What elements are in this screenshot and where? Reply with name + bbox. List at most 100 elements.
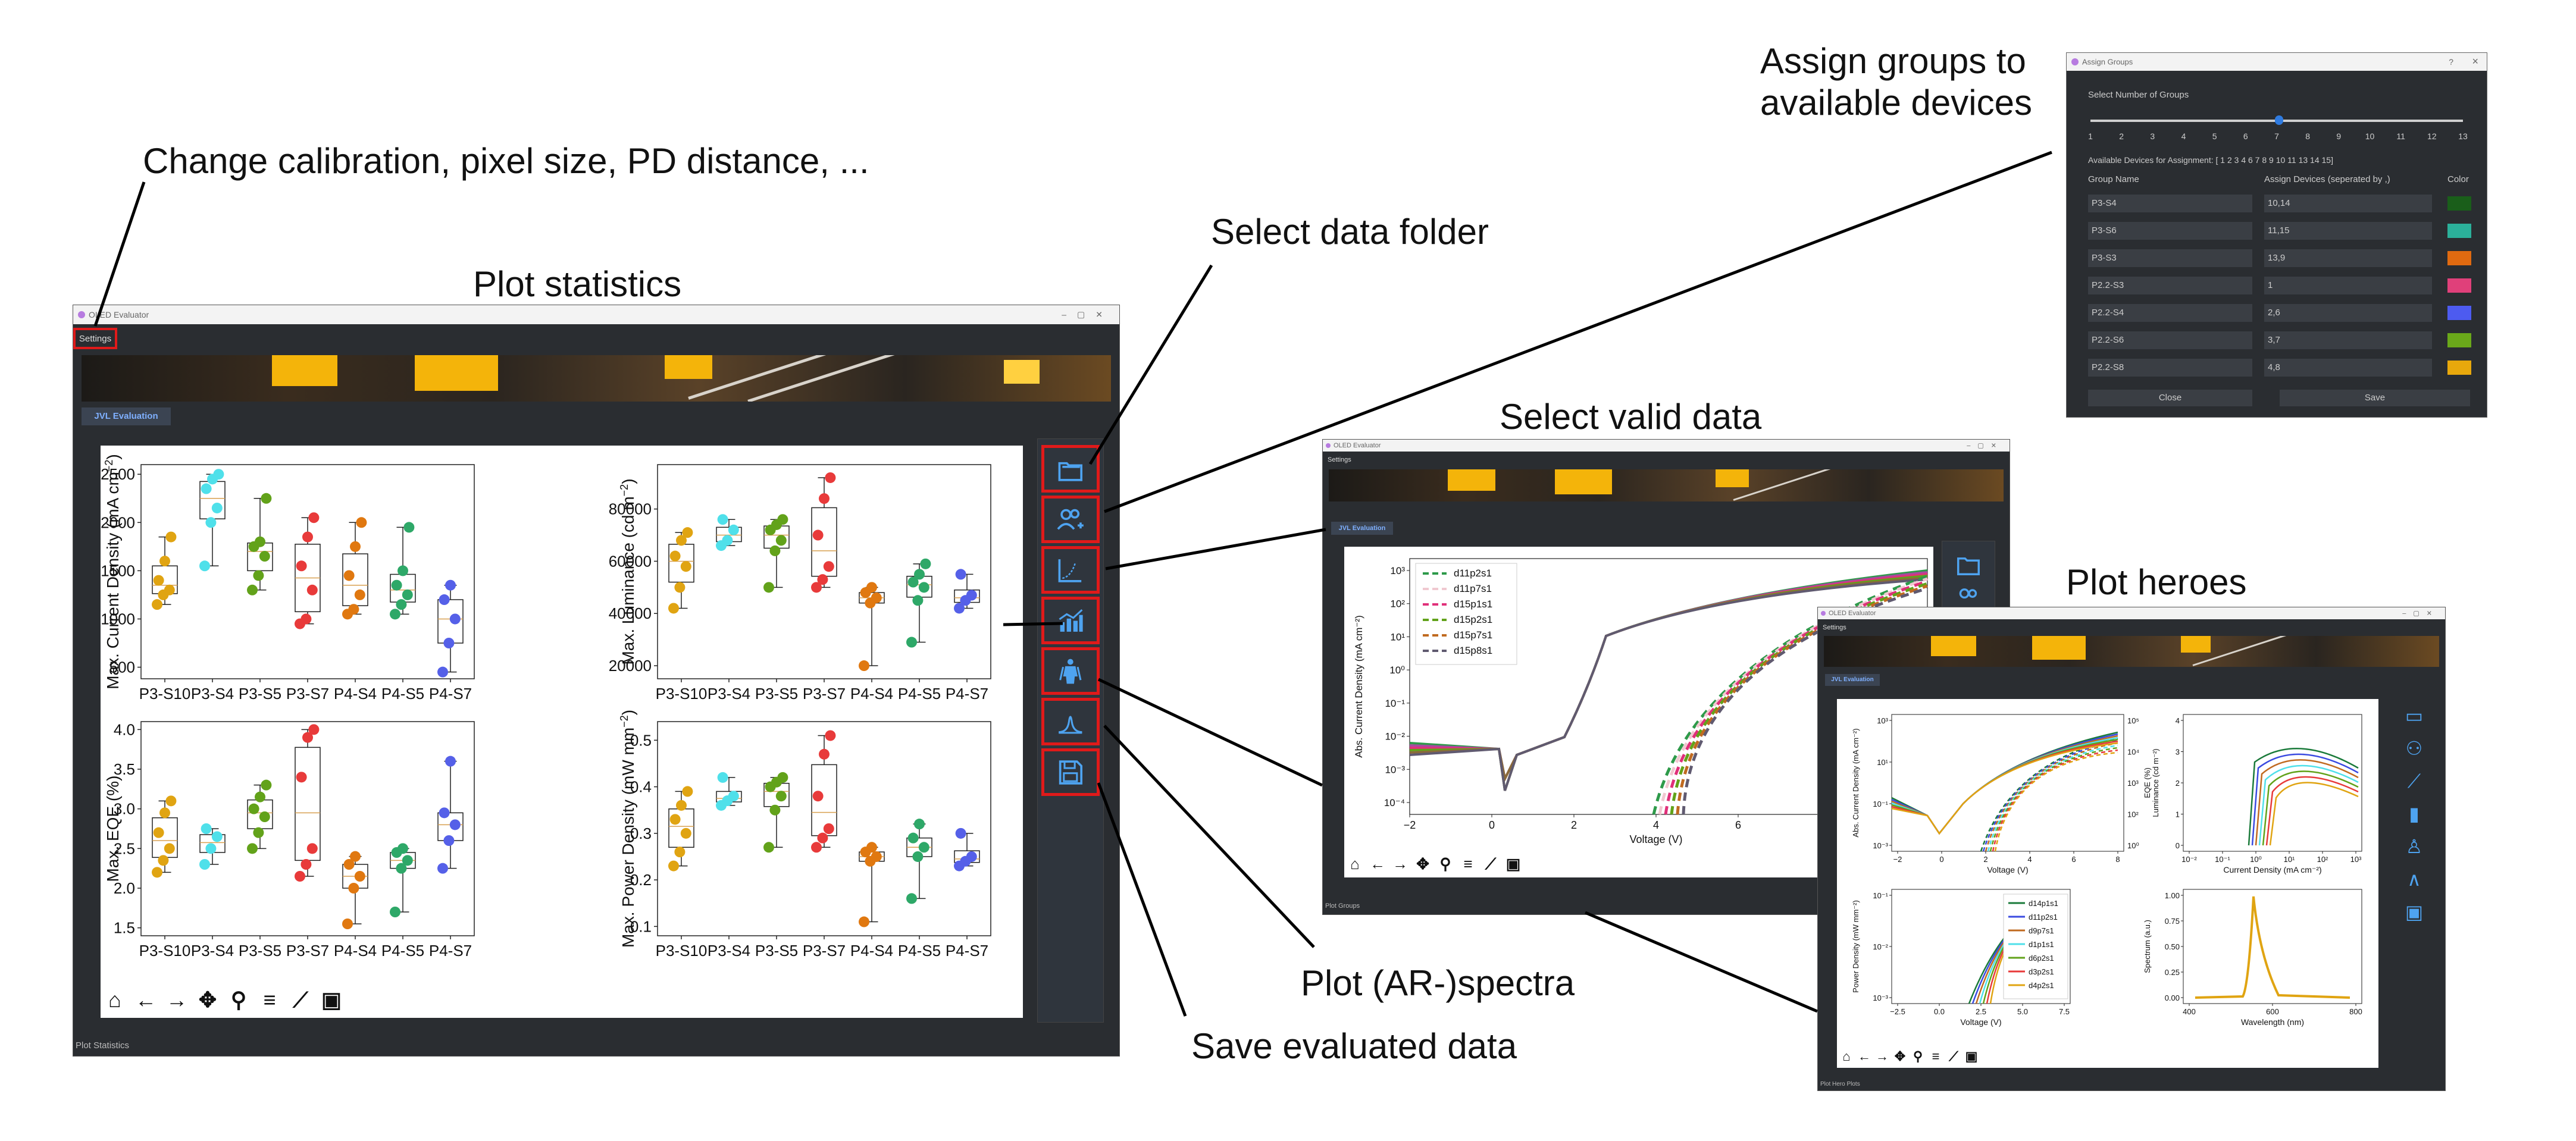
plot-statistics-button[interactable] (1041, 597, 1100, 644)
x-tick-label: 10⁰ (2250, 855, 2262, 864)
x-tick-label: −2 (1404, 819, 1416, 831)
group-name-input[interactable]: P3-S4 (2088, 195, 2252, 212)
assign-devices-input[interactable]: 13,9 (2264, 249, 2432, 267)
group-color-swatch[interactable] (2447, 278, 2471, 293)
plot-heroes-button[interactable] (1041, 647, 1100, 695)
jv-dashed-curve (1652, 575, 1928, 815)
assign-groups-button[interactable] (1041, 496, 1100, 543)
valid-window-controls[interactable]: –▢✕ (1967, 442, 2004, 450)
group-color-swatch[interactable] (2447, 306, 2471, 320)
valid-tab-jvl[interactable]: JVL Evaluation (1331, 522, 1393, 535)
valid-groups-button[interactable] (1951, 585, 1986, 606)
group-color-swatch[interactable] (2447, 196, 2471, 211)
group-name-input[interactable]: P3-S3 (2088, 249, 2252, 267)
plot-spectra-button[interactable] (1041, 698, 1100, 745)
x-tick-label: P4-S4 (850, 942, 893, 960)
x-tick-label: P3-S7 (286, 942, 329, 960)
home-icon[interactable]: ⌂ (108, 988, 121, 1012)
forward-icon[interactable]: → (166, 988, 187, 1012)
heroes-settings-menu[interactable]: Settings (1823, 624, 1846, 631)
folder-icon[interactable]: ▭ (2405, 705, 2424, 726)
zoom-icon[interactable]: ⚲ (1439, 855, 1451, 873)
save-groups-button[interactable]: Save (2280, 390, 2470, 406)
group-name-input[interactable]: P2.2-S8 (2088, 359, 2252, 377)
zoom-icon[interactable]: ⚲ (231, 988, 246, 1012)
forward-icon[interactable]: → (1876, 1049, 1889, 1064)
heroes-window-controls[interactable]: –▢✕ (2402, 610, 2439, 617)
pan-icon[interactable]: ✥ (1416, 855, 1429, 873)
spectrum-icon[interactable]: ∧ (2407, 869, 2421, 890)
group-add-icon[interactable]: ⚇ (2405, 738, 2423, 759)
heroes-tab-jvl[interactable]: JVL Evaluation (1825, 674, 1880, 686)
group-color-swatch[interactable] (2447, 251, 2471, 265)
group-color-swatch[interactable] (2447, 333, 2471, 347)
assign-devices-input[interactable]: 2,6 (2264, 304, 2432, 322)
assign-devices-input[interactable]: 10,14 (2264, 195, 2432, 212)
edit-axes-icon[interactable]: ⟋ (292, 988, 309, 1012)
save-data-button[interactable] (1041, 748, 1100, 796)
help-button[interactable]: ? (2449, 57, 2453, 67)
dialog-close-icon[interactable]: × (2472, 55, 2478, 67)
group-name-input[interactable]: P3-S6 (2088, 222, 2252, 240)
group-color-swatch[interactable] (2447, 224, 2471, 238)
data-point (153, 575, 164, 586)
bar-chart-icon[interactable]: ▮ (2409, 803, 2420, 825)
x-tick-label: 5.0 (2017, 1007, 2028, 1016)
annotation-plot-statistics: Plot statistics (473, 264, 682, 304)
settings-menu[interactable]: Settings (73, 328, 117, 349)
edit-axes-icon[interactable]: ⟋ (1484, 855, 1497, 873)
legend-label: d3p2s1 (2029, 967, 2054, 976)
data-point (439, 807, 450, 819)
y-tick-label: 0 (2176, 841, 2180, 850)
home-icon[interactable]: ⌂ (1842, 1049, 1850, 1064)
home-icon[interactable]: ⌂ (1350, 855, 1360, 873)
configure-icon[interactable]: ≡ (263, 988, 276, 1012)
assign-devices-input[interactable]: 11,15 (2264, 222, 2432, 240)
legend-label: d6p2s1 (2029, 954, 2054, 963)
close-button[interactable]: Close (2088, 390, 2252, 406)
group-name-input[interactable]: P2.2-S3 (2088, 277, 2252, 294)
group-name-input[interactable]: P2.2-S6 (2088, 331, 2252, 349)
pan-icon[interactable]: ✥ (199, 988, 217, 1012)
y-axis-label-close: ) (619, 710, 637, 715)
pan-icon[interactable]: ✥ (1895, 1049, 1905, 1064)
back-icon[interactable]: ← (1858, 1049, 1871, 1064)
y-axis-label: Max. Current Density (mA cm−2) (103, 454, 122, 689)
group-name-input[interactable]: P2.2-S4 (2088, 304, 2252, 322)
data-point (920, 558, 931, 569)
assign-devices-input[interactable]: 4,8 (2264, 359, 2432, 377)
save-icon[interactable]: ▣ (321, 988, 342, 1012)
plot-frame (140, 721, 475, 936)
data-point (866, 582, 877, 593)
hero-icon[interactable]: ♙ (2405, 836, 2423, 857)
tab-jvl-evaluation[interactable]: JVL Evaluation (82, 408, 171, 425)
configure-icon[interactable]: ≡ (1463, 855, 1472, 873)
valid-folder-button[interactable] (1951, 549, 1986, 579)
zoom-icon[interactable]: ⚲ (1913, 1049, 1923, 1064)
x-tick-label: P3-S7 (286, 685, 329, 703)
window-controls[interactable]: –▢✕ (1062, 309, 1113, 319)
plot-frame (140, 464, 475, 679)
data-point (763, 842, 774, 853)
group-color-swatch[interactable] (2447, 361, 2471, 375)
select-valid-data-button[interactable] (1041, 546, 1100, 594)
save-disk-icon[interactable]: ▣ (2405, 901, 2424, 923)
configure-icon[interactable]: ≡ (1932, 1049, 1940, 1064)
valid-settings-menu[interactable]: Settings (1328, 456, 1351, 463)
save-icon[interactable]: ▣ (1506, 855, 1521, 873)
edit-axes-icon[interactable]: ⟋ (1948, 1049, 1959, 1064)
data-point (676, 535, 687, 546)
data-point (918, 582, 929, 593)
select-folder-button[interactable] (1041, 445, 1100, 493)
x-tick-label: 10³ (2350, 855, 2362, 864)
y-tick-label: 0.50 (2165, 942, 2180, 951)
assign-devices-input[interactable]: 1 (2264, 277, 2432, 294)
back-icon[interactable]: ← (1370, 855, 1385, 873)
groups-slider-handle[interactable] (2275, 115, 2283, 125)
forward-icon[interactable]: → (1392, 855, 1408, 873)
back-icon[interactable]: ← (135, 988, 156, 1012)
assign-devices-input[interactable]: 3,7 (2264, 331, 2432, 349)
annotation-select-valid: Select valid data (1500, 397, 1762, 437)
save-icon[interactable]: ▣ (1965, 1049, 1978, 1064)
curve-chart-icon[interactable]: ⟋ (2407, 770, 2421, 792)
